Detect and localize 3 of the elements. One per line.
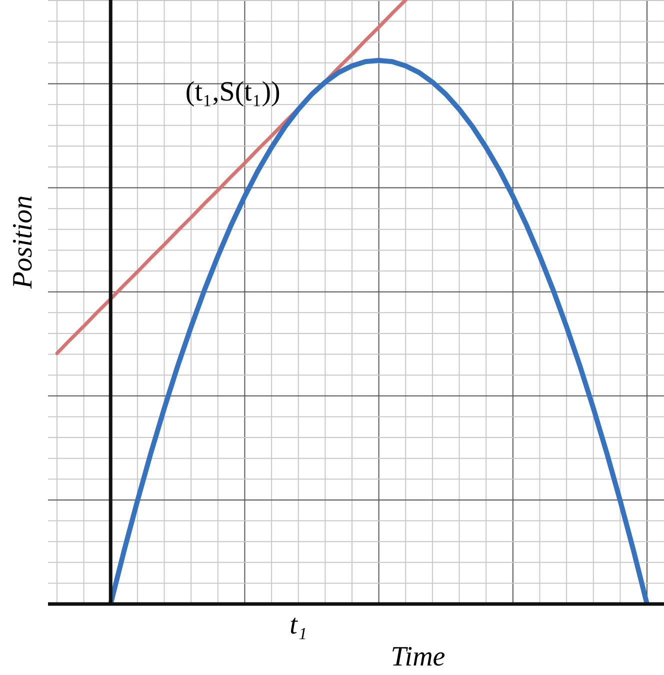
text: t₁	[290, 609, 308, 640]
y-axis-title: Position	[7, 195, 38, 290]
x-axis-title: Time	[390, 641, 446, 672]
